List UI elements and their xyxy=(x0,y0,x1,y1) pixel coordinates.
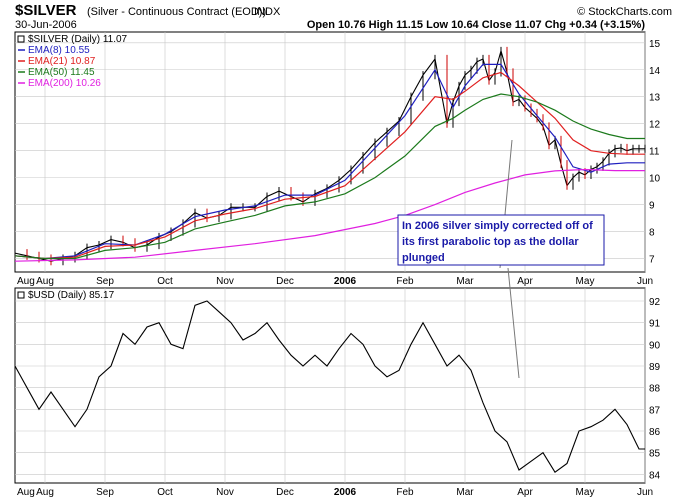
x-tick-label: Aug xyxy=(17,487,35,498)
x-tick-label: Nov xyxy=(216,487,234,498)
x-tick-label: Nov xyxy=(216,276,234,287)
y-tick-label: 13 xyxy=(649,93,661,104)
annotation-line: its first parabolic top as the dollar xyxy=(402,236,579,248)
legend-swatch xyxy=(17,35,25,43)
usd-panel-x-ticks: Aug Sep Oct Nov Dec 2006 Feb Mar Apr May Jun Aug xyxy=(17,487,653,498)
annotation-pointer xyxy=(507,267,520,379)
price-series-line xyxy=(14,48,645,262)
usd-panel-series xyxy=(14,300,645,473)
y-tick-label: 84 xyxy=(649,470,661,481)
usd-panel-frame xyxy=(14,287,646,484)
usd-panel-y-ticks: 84 85 86 87 88 89 90 91 92 xyxy=(649,297,661,481)
price-series-line xyxy=(14,300,645,473)
ema-series-line xyxy=(14,63,645,260)
legend-label: EMA(21) 10.87 xyxy=(28,56,96,67)
chart-source: © StockCharts.com xyxy=(577,6,672,18)
price-panel-series xyxy=(14,46,646,266)
y-tick-label: 14 xyxy=(649,66,661,77)
x-tick-label: Mar xyxy=(456,276,474,287)
x-tick-label: Feb xyxy=(396,487,414,498)
y-tick-label: 85 xyxy=(649,449,661,460)
x-tick-label: Jun xyxy=(637,487,653,498)
y-tick-label: 12 xyxy=(649,120,661,131)
x-tick-label: Mar xyxy=(456,487,474,498)
ema-series-line xyxy=(14,71,645,260)
chart-symbol: $SILVER xyxy=(15,2,77,19)
y-tick-label: 11 xyxy=(649,147,660,158)
y-tick-label: 8 xyxy=(649,228,655,239)
x-tick-label: Sep xyxy=(96,487,114,498)
y-tick-label: 87 xyxy=(649,405,661,416)
y-tick-label: 89 xyxy=(649,362,661,373)
price-panel-x-ticks: Aug Sep Oct Nov Dec 2006 Feb Mar Apr May Jun Aug xyxy=(17,276,653,287)
y-tick-label: 9 xyxy=(649,201,655,212)
legend-label: EMA(8) 10.55 xyxy=(28,45,90,56)
y-tick-label: 10 xyxy=(649,174,661,185)
ema-series-line xyxy=(14,168,645,262)
x-tick-label: Jun xyxy=(637,276,653,287)
legend-swatch xyxy=(17,291,25,299)
annotation-line: In 2006 silver simply corrected off of xyxy=(402,220,593,232)
y-tick-label: 7 xyxy=(649,255,655,266)
y-tick-label: 88 xyxy=(649,384,661,395)
legend-label: EMA(200) 10.26 xyxy=(28,78,101,89)
x-tick-label: Aug xyxy=(17,276,35,287)
chart-date: 30-Jun-2006 xyxy=(15,19,77,31)
y-tick-label: 86 xyxy=(649,427,661,438)
y-tick-label: 92 xyxy=(649,297,661,308)
x-tick-label: Dec xyxy=(276,487,294,498)
legend-label: $SILVER (Daily) 11.07 xyxy=(28,34,128,45)
x-tick-label: Apr xyxy=(517,276,533,287)
y-tick-label: 91 xyxy=(649,319,661,330)
x-tick-label: Sep xyxy=(96,276,114,287)
x-tick-label: Apr xyxy=(517,487,533,498)
x-tick-label: Dec xyxy=(276,276,294,287)
legend-label: $USD (Daily) 85.17 xyxy=(28,290,115,301)
x-tick-label: 2006 xyxy=(334,276,357,287)
x-tick-label: 2006 xyxy=(334,487,357,498)
y-tick-label: 90 xyxy=(649,340,661,351)
x-tick-label: Oct xyxy=(157,276,173,287)
x-tick-label: Oct xyxy=(157,487,173,498)
chart-contract-name: (Silver - Continuous Contract (EOD)) xyxy=(87,6,266,18)
x-tick-label: Aug xyxy=(36,276,54,287)
usd-panel-legend: $USD (Daily) 85.17 xyxy=(17,290,115,301)
x-tick-label: Aug xyxy=(36,487,54,498)
x-tick-label: May xyxy=(576,487,595,498)
annotation-box xyxy=(397,214,605,266)
usd-panel-grid xyxy=(15,288,646,483)
x-tick-label: May xyxy=(576,276,595,287)
x-tick-label: Feb xyxy=(396,276,414,287)
price-panel-y-ticks: 7 8 9 10 11 12 13 14 15 xyxy=(649,39,661,266)
y-tick-label: 15 xyxy=(649,39,661,50)
ohlc-readout: Open 10.76 High 11.15 Low 10.64 Close 11… xyxy=(307,19,645,31)
ema-series-line xyxy=(14,93,645,260)
annotation-line: plunged xyxy=(402,252,445,264)
legend-label: EMA(50) 11.45 xyxy=(28,67,95,78)
chart-exchange: INDX xyxy=(254,6,281,18)
